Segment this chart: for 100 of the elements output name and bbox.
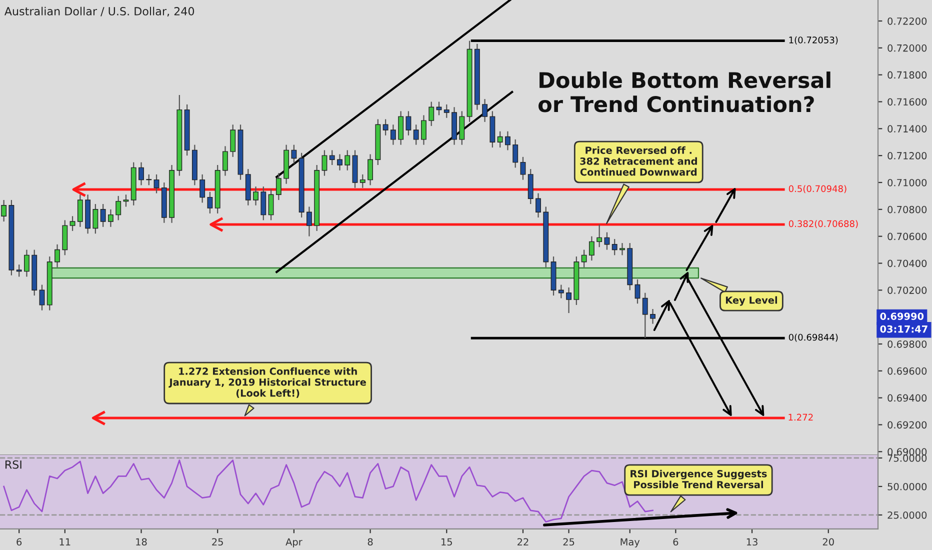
candlestick bbox=[268, 188, 274, 221]
candlestick bbox=[116, 195, 122, 221]
candlestick bbox=[368, 154, 374, 186]
candlestick bbox=[520, 156, 526, 180]
x-tick-label: 8 bbox=[368, 538, 373, 546]
y-tick-label: 50.0000 bbox=[888, 482, 927, 490]
candlestick bbox=[200, 174, 206, 204]
candlestick bbox=[588, 236, 594, 262]
candlestick bbox=[138, 162, 144, 186]
x-tick-label: 6 bbox=[673, 538, 678, 546]
text: Australian Dollar / U.S. Dollar, 240 bbox=[4, 6, 194, 17]
chart-title: RSI bbox=[5, 460, 22, 469]
y-tick-label: 0.70400 bbox=[888, 260, 927, 268]
candlestick bbox=[16, 264, 22, 278]
x-tick-label: 11 bbox=[60, 538, 70, 546]
y-tick-label: 0.71200 bbox=[888, 152, 927, 160]
x-tick-label: 18 bbox=[136, 538, 147, 546]
x-tick-label: 22 bbox=[518, 538, 528, 546]
x-tick-label: 15 bbox=[442, 538, 452, 546]
candlestick bbox=[650, 308, 656, 324]
candlestick bbox=[230, 124, 236, 158]
candlestick bbox=[92, 203, 98, 234]
candlestick bbox=[497, 130, 503, 148]
y-tick-label: 0.70600 bbox=[888, 232, 927, 240]
candlestick bbox=[620, 242, 625, 256]
y-tick-label: 0.69800 bbox=[888, 340, 927, 348]
candlestick bbox=[70, 216, 76, 232]
candlestick bbox=[536, 192, 541, 218]
y-tick-label: 0.70800 bbox=[888, 206, 927, 214]
ref-line-label: 1(0.72053) bbox=[789, 36, 838, 44]
annotation: 1.272 Extension Confluence with January 1, 2019 Historical Structure (Look Left!) bbox=[168, 367, 366, 398]
y-tick-label: 0.71800 bbox=[888, 71, 927, 79]
candlestick bbox=[253, 186, 258, 206]
candlestick bbox=[390, 124, 396, 146]
candlestick bbox=[406, 110, 412, 136]
annotation: Key Level bbox=[726, 296, 777, 306]
candlestick bbox=[459, 110, 465, 146]
candlestick bbox=[428, 101, 434, 127]
ref-line-label: 0.5(0.70948) bbox=[788, 185, 846, 194]
y-tick-label: 25.0000 bbox=[888, 511, 927, 519]
ref-line-label: 0.382(0.70688) bbox=[788, 220, 858, 228]
candlestick bbox=[642, 292, 648, 339]
candlestick bbox=[398, 110, 404, 146]
y-tick-label: 0.69600 bbox=[888, 367, 927, 375]
candlestick bbox=[421, 114, 426, 146]
annotation: RSI Divergence Suggests Possible Trend Reversal bbox=[630, 470, 767, 488]
candlestick bbox=[581, 249, 587, 268]
candlestick bbox=[39, 284, 45, 311]
x-tick-label: Apr bbox=[286, 538, 302, 548]
candlestick bbox=[108, 208, 114, 228]
candlestick bbox=[612, 238, 618, 256]
annotation: Double Bottom Reversal or Trend Continuation? bbox=[538, 72, 830, 112]
candlestick bbox=[24, 249, 30, 278]
candlestick bbox=[146, 174, 152, 186]
x-tick-label: 13 bbox=[746, 538, 758, 546]
y-tick-label: 0.69200 bbox=[888, 421, 927, 429]
y-tick-label: 0.69000 bbox=[888, 448, 927, 456]
candlestick bbox=[329, 150, 335, 166]
candlestick bbox=[77, 194, 83, 228]
y-tick-label: 0.72200 bbox=[888, 17, 927, 25]
candlestick bbox=[558, 284, 564, 299]
candlestick bbox=[512, 138, 518, 168]
y-tick-label: 0.69400 bbox=[888, 394, 927, 402]
candlestick bbox=[360, 174, 366, 188]
candlestick bbox=[154, 174, 160, 194]
candlestick bbox=[276, 172, 282, 201]
candlestick bbox=[207, 191, 213, 214]
x-tick-label: 6 bbox=[16, 538, 22, 546]
x-tick-label: 20 bbox=[822, 538, 834, 546]
candlestick bbox=[54, 244, 60, 268]
y-tick-label: 0.72000 bbox=[888, 44, 927, 52]
candlestick bbox=[596, 224, 602, 248]
candlestick bbox=[444, 104, 450, 118]
candlestick bbox=[482, 98, 488, 122]
candlestick bbox=[382, 118, 388, 136]
text: 0.69990 bbox=[880, 312, 924, 320]
candlestick bbox=[322, 150, 328, 176]
candlestick bbox=[123, 194, 129, 208]
candlestick bbox=[291, 144, 297, 164]
y-tick-label: 0.71000 bbox=[888, 178, 927, 186]
candlestick bbox=[344, 150, 350, 171]
candlestick bbox=[337, 154, 342, 171]
text: 03:17:47 bbox=[880, 325, 928, 333]
y-tick-label: 0.71600 bbox=[888, 98, 927, 106]
candlestick bbox=[504, 130, 510, 151]
candlestick bbox=[566, 286, 572, 314]
annotation: Price Reversed off . 382 Retracement and Continued Downward bbox=[580, 146, 697, 176]
candlestick bbox=[634, 278, 640, 304]
ref-line-label: 0(0.69844) bbox=[788, 334, 838, 342]
y-tick-label: 75.0000 bbox=[888, 454, 927, 462]
candlestick bbox=[1, 199, 7, 222]
candlestick bbox=[413, 124, 419, 146]
x-tick-label: 25 bbox=[563, 538, 574, 546]
x-tick-label: 25 bbox=[212, 538, 223, 546]
y-tick-label: 0.70200 bbox=[888, 286, 927, 294]
candlestick bbox=[100, 203, 106, 228]
x-tick-label: May bbox=[620, 538, 640, 548]
annotation: 1.272 bbox=[788, 414, 813, 421]
candlestick bbox=[260, 186, 266, 221]
candlestick bbox=[222, 146, 228, 176]
